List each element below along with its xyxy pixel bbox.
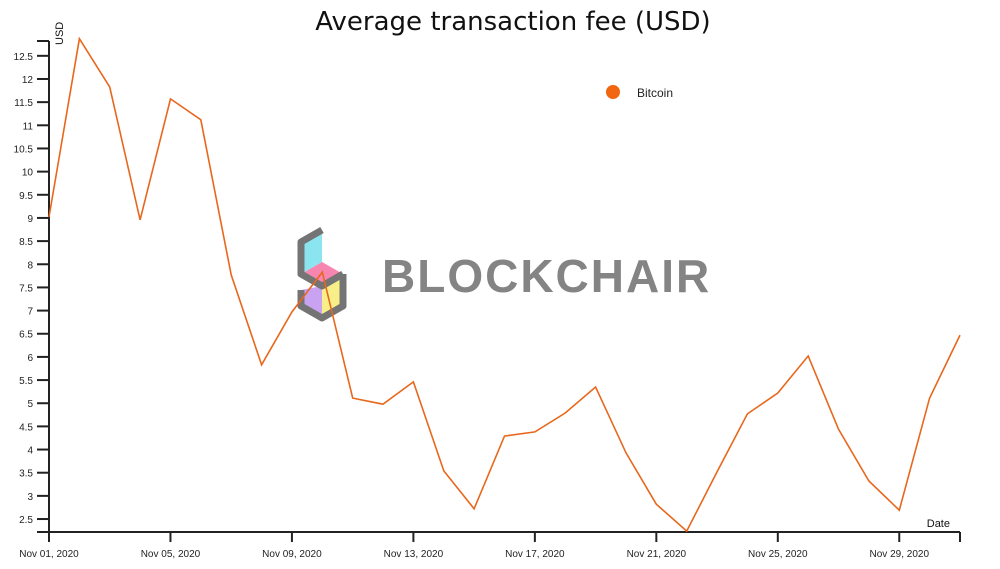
x-tick-label: Nov 21, 2020 [627,549,687,560]
y-tick-label: 10 [22,168,34,179]
y-tick-label: 5 [27,399,33,410]
y-tick-label: 9.5 [19,191,33,202]
y-tick-label: 12.5 [14,52,34,63]
watermark-text: BLOCKCHAIR [382,250,711,302]
x-tick-label: Nov 25, 2020 [748,549,808,560]
y-tick-label: 7 [27,307,33,318]
y-tick-label: 2.5 [19,515,33,526]
y-tick-label: 11.5 [14,98,33,109]
chart-title: Average transaction fee (USD) [315,7,710,37]
legend-marker-bitcoin [606,85,620,99]
y-tick-label: 4 [27,446,33,457]
x-tick-label: Nov 05, 2020 [141,549,201,560]
y-tick-label: 11 [23,121,34,132]
x-tick-label: Nov 01, 2020 [19,549,79,560]
y-tick-label: 8.5 [19,237,33,248]
y-axis-label: USD [54,22,66,45]
y-tick-label: 12 [22,75,34,86]
y-tick-label: 9 [27,214,33,225]
x-tick-label: Nov 29, 2020 [870,549,930,560]
y-tick-label: 10.5 [14,144,34,155]
y-tick-label: 5.5 [19,376,33,387]
x-tick-label: Nov 09, 2020 [262,549,322,560]
y-tick-label: 6 [27,353,33,364]
legend-label-bitcoin: Bitcoin [637,86,673,100]
y-tick-label: 3.5 [19,469,33,480]
legend: Bitcoin [606,85,673,100]
x-tick-label: Nov 13, 2020 [384,549,444,560]
y-tick-label: 3 [27,492,33,503]
x-tick-label: Nov 17, 2020 [505,549,565,560]
blockchair-watermark: BLOCKCHAIR [297,226,711,322]
y-tick-label: 6.5 [19,330,33,341]
y-tick-label: 7.5 [19,283,33,294]
x-axis-label: Date [927,518,950,530]
y-tick-label: 8 [27,260,33,271]
y-tick-label: 4.5 [19,422,33,433]
